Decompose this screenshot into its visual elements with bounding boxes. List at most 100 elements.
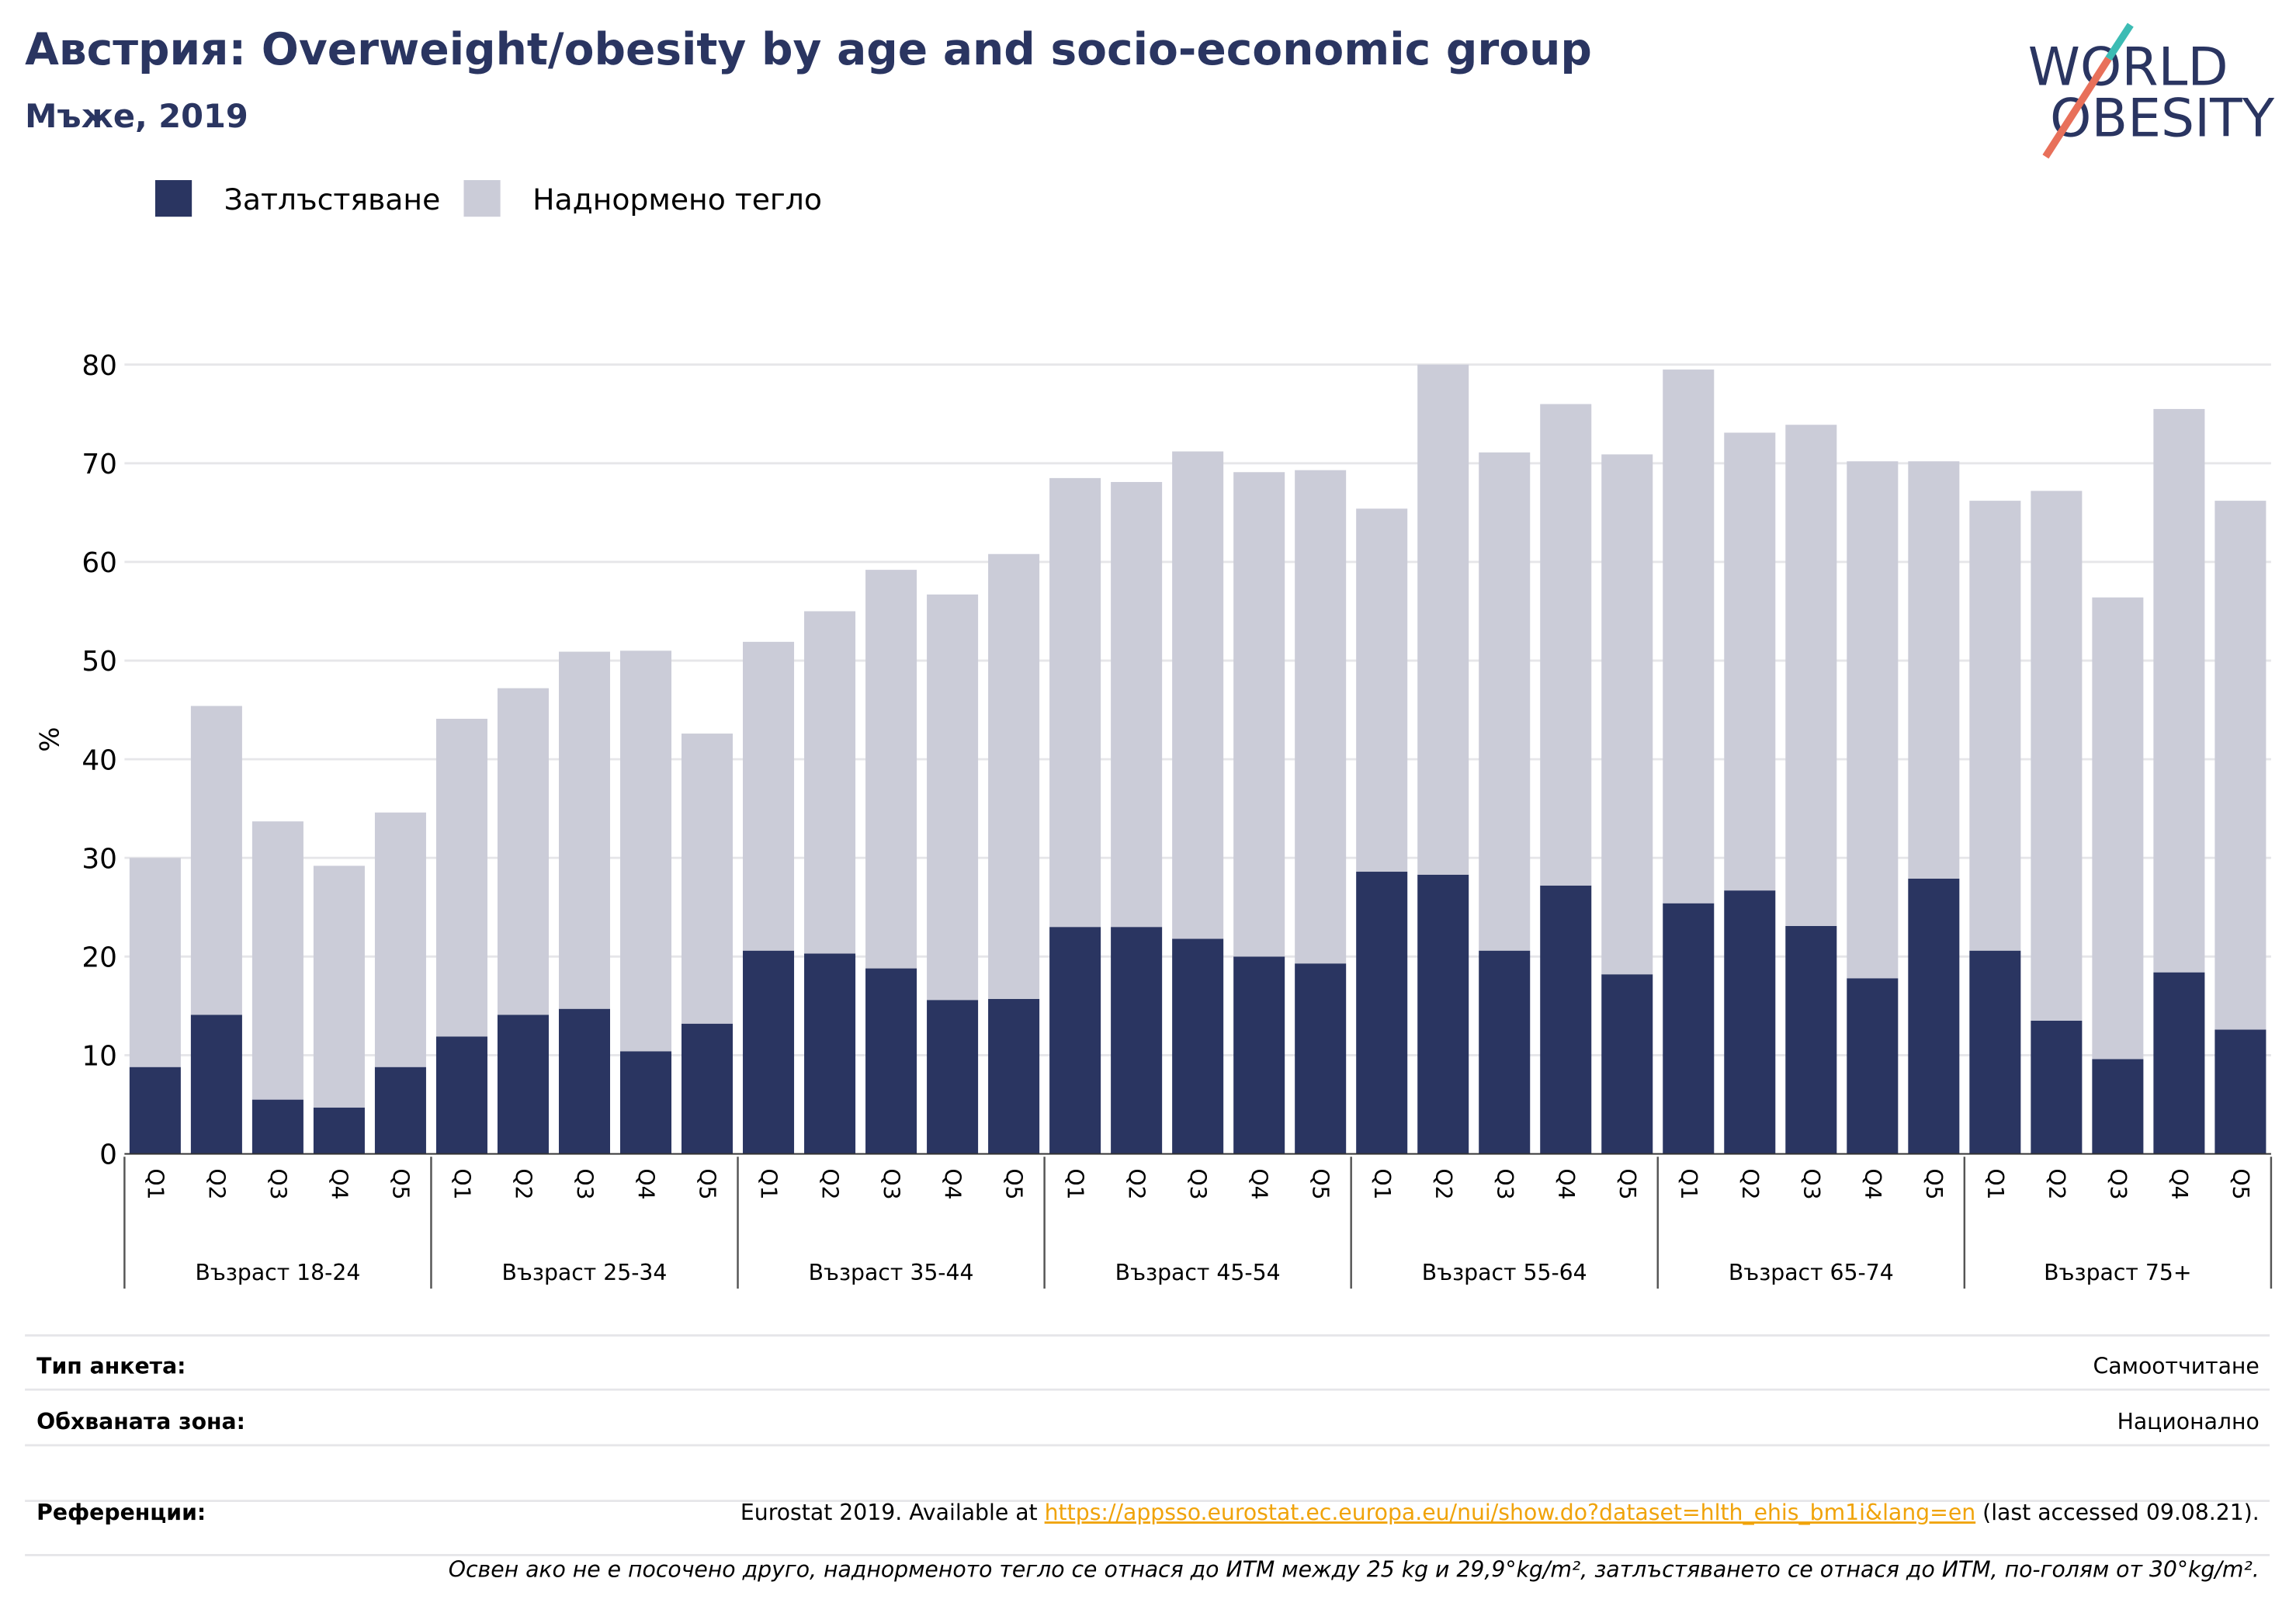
x-tick-label: Q3 (572, 1168, 598, 1199)
chart-subtitle: Мъже, 2019 (25, 97, 248, 135)
bar (435, 719, 487, 1037)
bar (804, 953, 856, 1154)
logo-slash (2105, 23, 2134, 61)
reference-link[interactable]: https://appsso.eurostat.ec.europa.eu/nui… (1045, 1500, 1976, 1525)
bar (1049, 927, 1101, 1154)
x-tick-label: Q2 (511, 1168, 536, 1199)
x-tick-label: Q4 (940, 1168, 966, 1199)
row-value: Самоотчитане (2093, 1353, 2260, 1379)
x-tick-label: Q1 (1982, 1168, 2008, 1199)
bar (1908, 878, 1960, 1154)
x-tick-label: Q5 (1308, 1168, 1334, 1199)
bar (190, 706, 242, 1015)
legend-swatch (154, 180, 192, 217)
legend-swatch (463, 180, 501, 217)
bar (1356, 508, 1408, 872)
bar (1785, 925, 1837, 1154)
group-label: Възраст 55-64 (1422, 1260, 1587, 1285)
x-tick-label: Q2 (2044, 1168, 2069, 1199)
x-tick-label: Q2 (1431, 1168, 1456, 1199)
bar (1601, 974, 1653, 1154)
bar (1908, 461, 1960, 879)
x-tick-label: Q1 (756, 1168, 782, 1199)
x-tick-label: Q5 (1614, 1168, 1640, 1199)
x-tick-label: Q5 (1921, 1168, 1947, 1199)
group-label: Възраст 75+ (2044, 1260, 2191, 1285)
y-axis-label: % (34, 727, 65, 752)
x-tick-label: Q1 (1063, 1168, 1088, 1199)
reference-text: Eurostat 2019. Available at (740, 1500, 1045, 1525)
x-tick-label: Q3 (2105, 1168, 2131, 1199)
bar (2214, 1029, 2267, 1154)
x-tick-label: Q2 (817, 1168, 843, 1199)
bar (1479, 950, 1531, 1154)
bar (1969, 950, 2021, 1154)
bar (313, 1107, 365, 1154)
footer: Референции: Eurostat 2019. Available at … (25, 1334, 2270, 1583)
bar (1540, 404, 1592, 886)
legend-label: Затлъстяване (224, 182, 441, 217)
x-tick-label: Q4 (326, 1168, 352, 1199)
bar (1663, 903, 1715, 1154)
row-label: Обхваната зона: (36, 1409, 245, 1434)
bar (1479, 452, 1531, 951)
y-tick-label: 80 (82, 350, 117, 382)
bar (2092, 597, 2144, 1060)
bar (1417, 874, 1469, 1154)
bar (865, 570, 917, 969)
bar (2153, 408, 2205, 973)
bar (1847, 461, 1899, 979)
bar (1172, 938, 1224, 1154)
bar (558, 1008, 611, 1154)
bar (129, 858, 181, 1067)
x-tick-label: Q5 (388, 1168, 414, 1199)
y-tick-label: 0 (99, 1139, 117, 1171)
bar (682, 734, 734, 1024)
bar (1172, 451, 1224, 939)
x-tick-label: Q2 (1737, 1168, 1763, 1199)
row-label: Референции: (36, 1500, 206, 1525)
group-label: Възраст 35-44 (809, 1260, 974, 1285)
x-tick-label: Q5 (2228, 1168, 2253, 1199)
bar (2153, 972, 2205, 1154)
legend-label: Наднормено тегло (532, 182, 822, 217)
bar (1049, 477, 1101, 928)
bar (743, 950, 795, 1154)
bar (1233, 956, 1285, 1154)
x-tick-label: Q3 (1492, 1168, 1517, 1199)
bar (1663, 369, 1715, 904)
bar (374, 812, 426, 1067)
bar (1785, 425, 1837, 926)
x-tick-label: Q1 (1676, 1168, 1701, 1199)
bar (1295, 470, 1347, 964)
x-tick-label: Q2 (1124, 1168, 1150, 1199)
row-label: Тип анкета: (36, 1353, 186, 1379)
bar (313, 865, 365, 1108)
group-label: Възраст 18-24 (195, 1260, 360, 1285)
x-tick-label: Q3 (879, 1168, 904, 1199)
logo-slash (2042, 56, 2112, 159)
x-tick-label: Q4 (2166, 1168, 2192, 1199)
y-tick-label: 20 (82, 942, 117, 974)
bar (1969, 501, 2021, 951)
bar (619, 1051, 672, 1154)
bar (2214, 501, 2267, 1030)
bar (1417, 364, 1469, 875)
y-tick-label: 30 (82, 843, 117, 875)
bar (558, 651, 611, 1009)
bar (374, 1067, 426, 1154)
x-tick-label: Q4 (1860, 1168, 1885, 1199)
group-label: Възраст 65-74 (1729, 1260, 1894, 1285)
bar (2031, 491, 2083, 1021)
group-label: Възраст 25-34 (502, 1260, 668, 1285)
x-tick-label: Q3 (1798, 1168, 1824, 1199)
logo-text: WORLD (2028, 36, 2228, 98)
logo-text: OBESITY (2050, 88, 2275, 149)
bar (619, 650, 672, 1052)
bar (804, 611, 856, 954)
reference: Eurostat 2019. Available at https://apps… (740, 1500, 2260, 1525)
y-tick-label: 10 (82, 1041, 117, 1073)
x-tick-label: Q3 (1185, 1168, 1211, 1199)
chart-title: Австрия: Overweight/obesity by age and s… (25, 24, 1592, 75)
